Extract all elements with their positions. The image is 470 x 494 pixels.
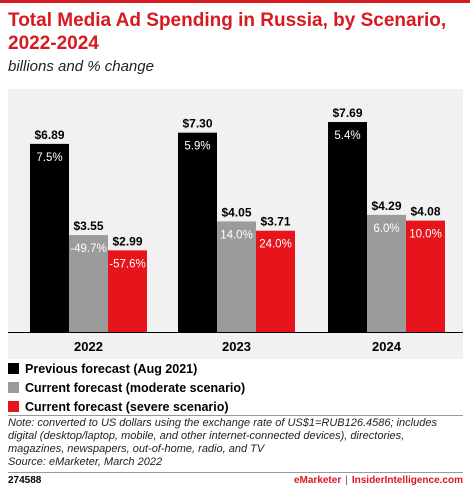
change-label-moderate-2023: 14.0% [220,229,253,241]
value-label-severe-2024: $4.08 [410,205,440,219]
change-label-previous-2023: 5.9% [184,141,210,153]
legend-item-previous: Previous forecast (Aug 2021) [8,359,245,378]
bar-moderate-2022 [69,235,108,332]
brand-separator: | [345,475,348,486]
legend-item-moderate: Current forecast (moderate scenario) [8,378,245,397]
legend-label-moderate: Current forecast (moderate scenario) [25,380,246,395]
legend-label-previous: Previous forecast (Aug 2021) [25,361,198,376]
value-label-severe-2022: $2.99 [112,234,142,248]
legend: Previous forecast (Aug 2021) Current for… [8,359,245,416]
source-text: Source: eMarketer, March 2022 [8,456,163,468]
change-label-previous-2024: 5.4% [334,130,360,142]
bar-previous-2023 [178,132,217,332]
value-label-previous-2023: $7.30 [182,117,212,131]
change-label-previous-2022: 7.5% [36,152,62,164]
bar-severe-2022 [108,250,147,332]
value-label-previous-2022: $6.89 [34,128,64,142]
value-label-previous-2024: $7.69 [332,106,362,120]
bar-previous-2024 [328,122,367,332]
change-label-severe-2024: 10.0% [409,229,442,241]
bar-moderate-2023 [217,221,256,332]
x-tick-label-2023: 2023 [222,339,251,354]
bar-previous-2022 [30,143,69,332]
value-label-severe-2023: $3.71 [260,215,290,229]
notes-block: Note: converted to US dollars using the … [8,417,463,469]
chart-title: Total Media Ad Spending in Russia, by Sc… [8,10,447,54]
chart-id: 274588 [8,475,42,486]
value-label-moderate-2023: $4.05 [221,205,251,219]
change-label-severe-2022: -57.6% [109,258,145,270]
bar-chart: $6.89 7.5% $3.55 -49.7% $2.99 -57.6% 2022 $7.30… [8,106,463,354]
x-tick-label-2024: 2024 [372,339,402,354]
footer: 274588 eMarketer | InsiderIntelligence.com [8,475,463,489]
change-label-moderate-2022: -49.7% [70,243,106,255]
legend-item-severe: Current forecast (severe scenario) [8,397,245,416]
value-label-moderate-2024: $4.29 [371,199,401,213]
brand-credit: eMarketer | InsiderIntelligence.com [294,475,463,486]
bar-severe-2024 [406,220,445,332]
brand-insider-intelligence: InsiderIntelligence.com [351,475,463,486]
footer-divider [8,472,463,473]
top-accent-line [0,0,470,3]
value-label-moderate-2022: $3.55 [73,219,103,233]
change-label-severe-2023: 24.0% [259,239,292,251]
bar-moderate-2024 [367,214,406,332]
legend-swatch-previous [8,363,19,374]
x-tick-label-2022: 2022 [74,339,103,354]
legend-swatch-moderate [8,382,19,393]
chart-subtitle: billions and % change [8,58,154,75]
chart-area: $6.89 7.5% $3.55 -49.7% $2.99 -57.6% 2022 $7.30… [8,89,463,359]
legend-swatch-severe [8,401,19,412]
brand-emarketer: eMarketer [293,475,342,486]
bar-severe-2023 [256,230,295,332]
note-text: Note: converted to US dollars using the … [8,417,437,455]
change-label-moderate-2024: 6.0% [373,223,399,235]
notes-divider [8,415,463,416]
legend-label-severe: Current forecast (severe scenario) [25,399,229,414]
